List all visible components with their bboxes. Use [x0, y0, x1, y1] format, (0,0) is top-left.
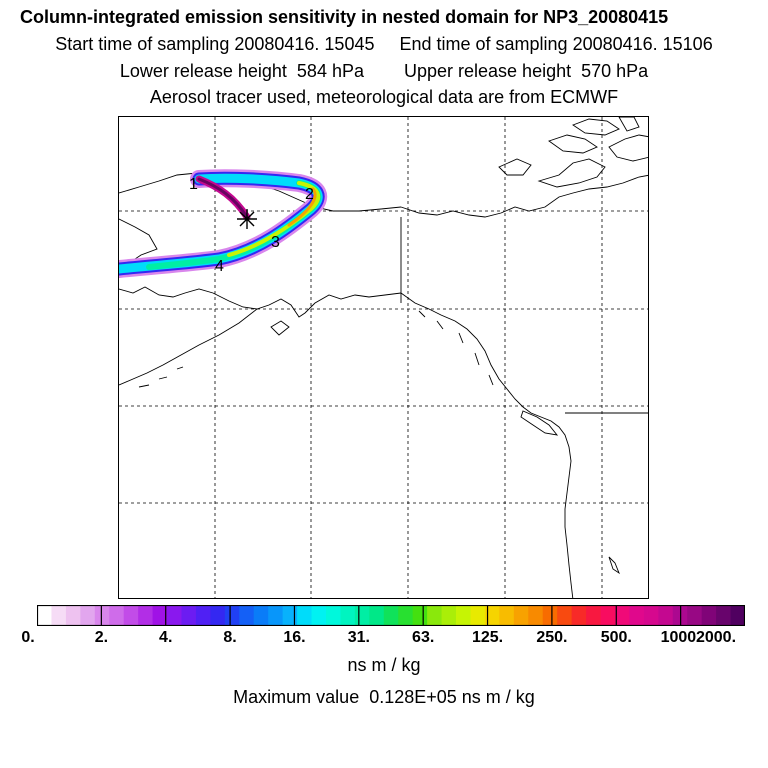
colorbar-tick-label: 63. — [412, 629, 435, 646]
colorbar-swatch — [239, 605, 255, 626]
colorbar-swatch — [658, 605, 674, 626]
colorbar-units: ns m / kg — [347, 655, 421, 675]
colorbar-tick-label: 4. — [159, 629, 173, 646]
coastlines — [119, 117, 648, 598]
colorbar-swatch — [109, 605, 125, 626]
colorbar-tick-label: 16. — [283, 629, 306, 646]
colorbar-swatch — [311, 605, 327, 626]
colorbar-swatch — [325, 605, 342, 626]
colorbar-swatch — [542, 605, 558, 626]
colorbar-tick-label: 2000. — [695, 629, 737, 646]
colorbar-swatch — [571, 605, 587, 626]
colorbar-swatch — [614, 605, 631, 626]
day-label-3: 3 — [271, 234, 280, 251]
plot-title: Column-integrated emission sensitivity i… — [20, 7, 669, 27]
colorbar-swatch — [484, 605, 500, 626]
colorbar-swatch — [282, 605, 298, 626]
colorbar-swatch — [456, 605, 472, 626]
colorbar-swatch — [138, 605, 154, 626]
asterisk-marker — [237, 209, 257, 229]
colorbar-swatch — [528, 605, 544, 626]
colorbar-swatch — [730, 605, 745, 626]
colorbar-swatch — [94, 605, 110, 626]
colorbar-swatch — [600, 605, 616, 626]
colorbar-swatch — [629, 605, 645, 626]
colorbar-tick-label: 8. — [223, 629, 237, 646]
colorbar-swatch — [499, 605, 515, 626]
colorbar-border — [37, 605, 745, 626]
colorbar-swatch — [297, 605, 313, 626]
day-label-2: 2 — [305, 186, 314, 203]
colorbar-swatch — [687, 605, 703, 626]
colorbar-swatch — [152, 605, 168, 626]
maximum-value-text: Maximum value 0.128E+05 ns m / kg — [233, 687, 535, 707]
colorbar-tick-label: 1000. — [660, 629, 701, 646]
colorbar-swatch — [80, 605, 96, 626]
data-source: Aerosol tracer used, meteorological data… — [149, 87, 619, 107]
colorbar-tick-label: 31. — [347, 629, 370, 646]
colorbar-swatch — [354, 605, 370, 626]
colorbar-swatch — [181, 605, 197, 626]
colorbar-tick-label: 500. — [600, 629, 632, 646]
colorbar-swatch — [383, 605, 399, 626]
colorbar-tick-label: 125. — [471, 629, 504, 646]
colorbar-swatch — [210, 605, 226, 626]
colorbar-tick-label: 0. — [21, 629, 35, 646]
colorbar-swatch — [253, 605, 269, 626]
colorbar-swatch — [369, 605, 385, 626]
colorbar-swatch — [195, 605, 211, 626]
colorbar-swatch — [167, 605, 183, 626]
map-canvas: 1 2 3 4 — [119, 117, 648, 598]
colorbar-swatch — [268, 605, 284, 626]
colorbar-tick-label: 250. — [536, 629, 568, 646]
release-heights: Lower release height 584 hPa Upper relea… — [119, 61, 649, 81]
map-panel: 1 2 3 4 — [118, 116, 649, 599]
day-label-4: 4 — [215, 258, 224, 275]
colorbar-swatch — [643, 605, 659, 626]
colorbar-swatch — [716, 605, 732, 626]
colorbar-swatch — [470, 605, 486, 626]
colorbar-swatch — [224, 605, 240, 626]
colorbar-swatch — [51, 605, 67, 626]
colorbar-swatch — [412, 605, 428, 626]
colorbar-swatch — [427, 605, 443, 626]
colorbar-swatch — [398, 605, 414, 626]
colorbar-swatch — [586, 605, 602, 626]
graticule — [119, 117, 648, 598]
emission-plume — [119, 169, 328, 278]
colorbar-swatch — [441, 605, 457, 626]
colorbar-swatch — [557, 605, 573, 626]
colorbar-tick-label: 2. — [94, 629, 109, 646]
day-label-1: 1 — [189, 176, 198, 193]
colorbar-swatch — [340, 605, 356, 626]
sampling-times: Start time of sampling 20080416. 15045 E… — [55, 34, 713, 54]
colorbar — [37, 605, 745, 626]
colorbar-swatch — [65, 605, 81, 626]
colorbar-swatch — [513, 605, 529, 626]
colorbar-swatch — [123, 605, 139, 626]
colorbar-swatch — [37, 605, 53, 626]
colorbar-swatch — [701, 605, 717, 626]
